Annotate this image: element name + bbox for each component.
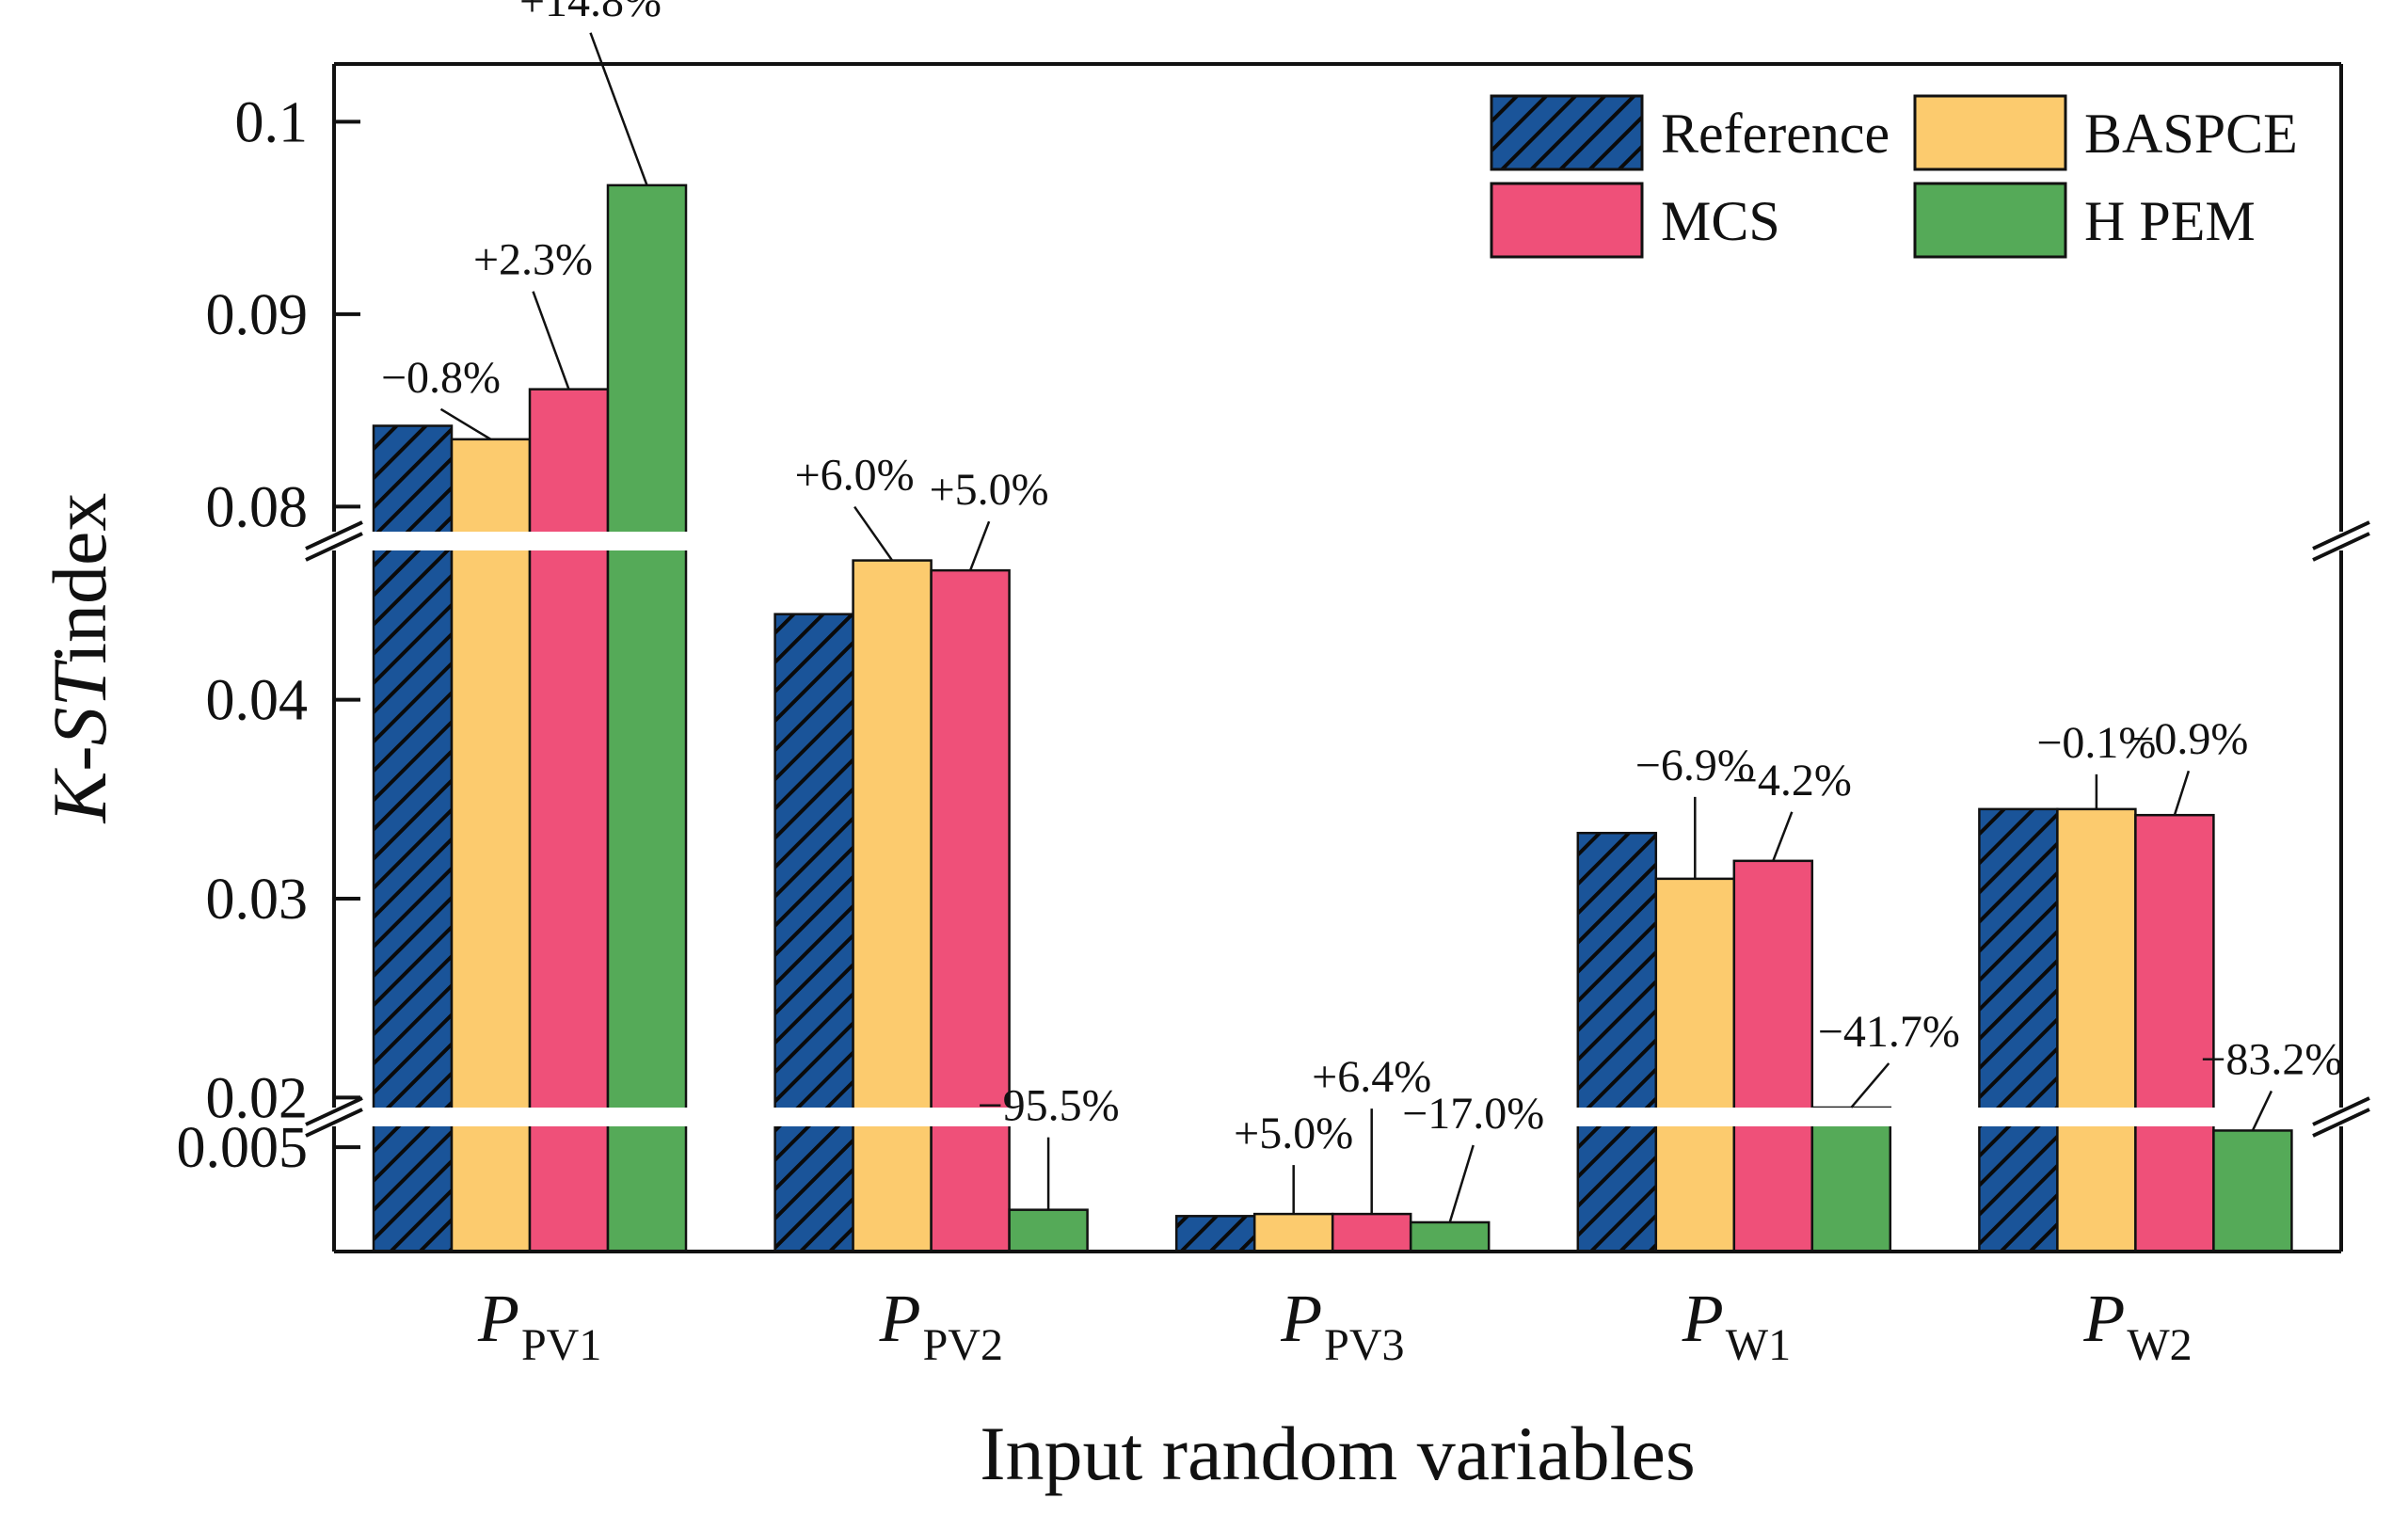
axis-break-mark-left-2 [305,532,363,562]
bar-baspce-5 [2056,807,2137,1253]
bar-h-pem-2 [1008,1208,1089,1253]
bar-baspce-1 [450,438,532,1253]
y-tick-label: 0.03 [206,868,309,932]
annotation-label: +5.0% [930,465,1049,515]
annotation-label: −4.2% [1732,756,1852,805]
y-axis-title-k: K [37,767,122,823]
y-tick-label: 0.1 [235,90,309,154]
annotation-label: −17.0% [1402,1089,1544,1139]
legend-swatch-mcs [1490,182,1644,259]
x-tick-label-subscript: W2 [2127,1320,2192,1370]
x-tick-label-subscript: PV3 [1324,1320,1404,1370]
x-tick-label: PPV2 [879,1281,1003,1370]
axis-break-gap-1 [306,1108,2369,1126]
axis-break-mark-right-1 [2312,1096,2370,1126]
x-tick-label-subscript: W1 [1726,1320,1791,1370]
bar-h-pem-5 [2212,1129,2293,1253]
annotation-label: −41.7% [1818,1007,1960,1057]
x-tick-label: PW2 [2082,1281,2192,1370]
y-tick-label: 0.08 [206,475,309,539]
bar-baspce-3 [1252,1212,1334,1253]
axis-break-layer [305,520,2370,1138]
annotation-leader [1772,811,1794,862]
legend-label-baspce: BASPCE [2084,103,2298,165]
x-axis-title: Input random variables [980,1411,1696,1496]
bar-reference-2 [773,613,854,1253]
axis-break-mark-right-1 [2312,520,2370,550]
bar-mcs-4 [1732,859,1814,1253]
annotation-leader [532,291,570,391]
annotation-label: −95.5% [978,1081,1120,1131]
y-axis-title-st: ST [37,659,122,745]
legend-label-reference: Reference [1661,103,1890,165]
annotation-label: −0.9% [2129,714,2248,764]
bar-h-pem-3 [1409,1220,1491,1253]
y-tick-label: 0.005 [177,1116,309,1180]
x-axis: PPV1 PPV2 PPV3 PW1 PW2 [477,1281,2193,1370]
y-axis-title: K-STindex [37,493,122,824]
axis-break-mark-left-2 [305,1108,363,1138]
annotation-label: +6.4% [1312,1052,1431,1102]
axis-break-gap-2 [306,532,2369,550]
annotation-leader [853,505,894,562]
annotation-leader [968,520,991,571]
axis-titles: Input random variables K-STindex [37,493,1696,1496]
annotation-leader [589,32,648,186]
legend-label-mcs: MCS [1661,190,1780,252]
annotation-leader [2173,770,2191,816]
x-tick-label: PW1 [1682,1281,1791,1370]
bar-baspce-2 [852,559,933,1253]
plot-frame [332,62,2343,1253]
x-tick-label-subscript: PV1 [521,1320,601,1370]
axis-break-mark-left-1 [305,520,363,550]
x-tick-label-subscript: PV2 [923,1320,1003,1370]
legend-swatch-reference [1490,94,1644,171]
annotation-label: −83.2% [2200,1034,2342,1084]
bar-reference-3 [1174,1215,1256,1253]
legend-swatch-h-pem [1913,182,2067,259]
annotation-leader [439,407,492,440]
bar-mcs-3 [1331,1212,1412,1253]
legend: Reference BASPCE MCS H PEM [1490,94,2298,259]
axis-break-mark-right-2 [2312,532,2370,562]
annotation-label: +6.0% [795,451,915,501]
axis-break-mark-right-2 [2312,1108,2370,1138]
annotation-leader [2251,1090,2273,1131]
bar-h-pem-1 [606,183,688,1253]
axis-break-mark-left-1 [305,1096,363,1126]
bar-reference-4 [1576,831,1658,1253]
annotation-label: −0.1% [2036,718,2156,768]
y-axis-title-index: index [37,493,122,664]
annotation-leader [1850,1062,1890,1108]
annotation-label: −6.9% [1635,741,1755,790]
x-tick-label: PPV1 [477,1281,601,1370]
y-tick-label: 0.09 [206,283,309,347]
annotations-layer: −0.8% +6.0% +5.0% −6.9% −0.1% +2.3% +5.0% +6.4%… [381,0,2342,1223]
y-tick-label: 0.04 [206,669,309,733]
annotation-leader [1448,1144,1475,1223]
annotation-label: +5.0% [1234,1108,1353,1158]
legend-swatch-baspce [1913,94,2067,171]
y-axis-title-dash: - [37,745,122,771]
bar-baspce-4 [1654,877,1736,1253]
annotation-label: −0.8% [381,353,501,403]
annotation-label: +14.8% [519,0,662,26]
bar-mcs-2 [930,568,1011,1253]
x-tick-label: PPV3 [1280,1281,1404,1370]
bar-reference-5 [1978,807,2059,1253]
bar-mcs-5 [2134,813,2215,1253]
y-tick-label: 0.02 [206,1066,309,1130]
annotation-label: +2.3% [473,235,593,285]
legend-label-h-pem: H PEM [2084,190,2256,252]
bar-h-pem-4 [1810,1106,1892,1253]
